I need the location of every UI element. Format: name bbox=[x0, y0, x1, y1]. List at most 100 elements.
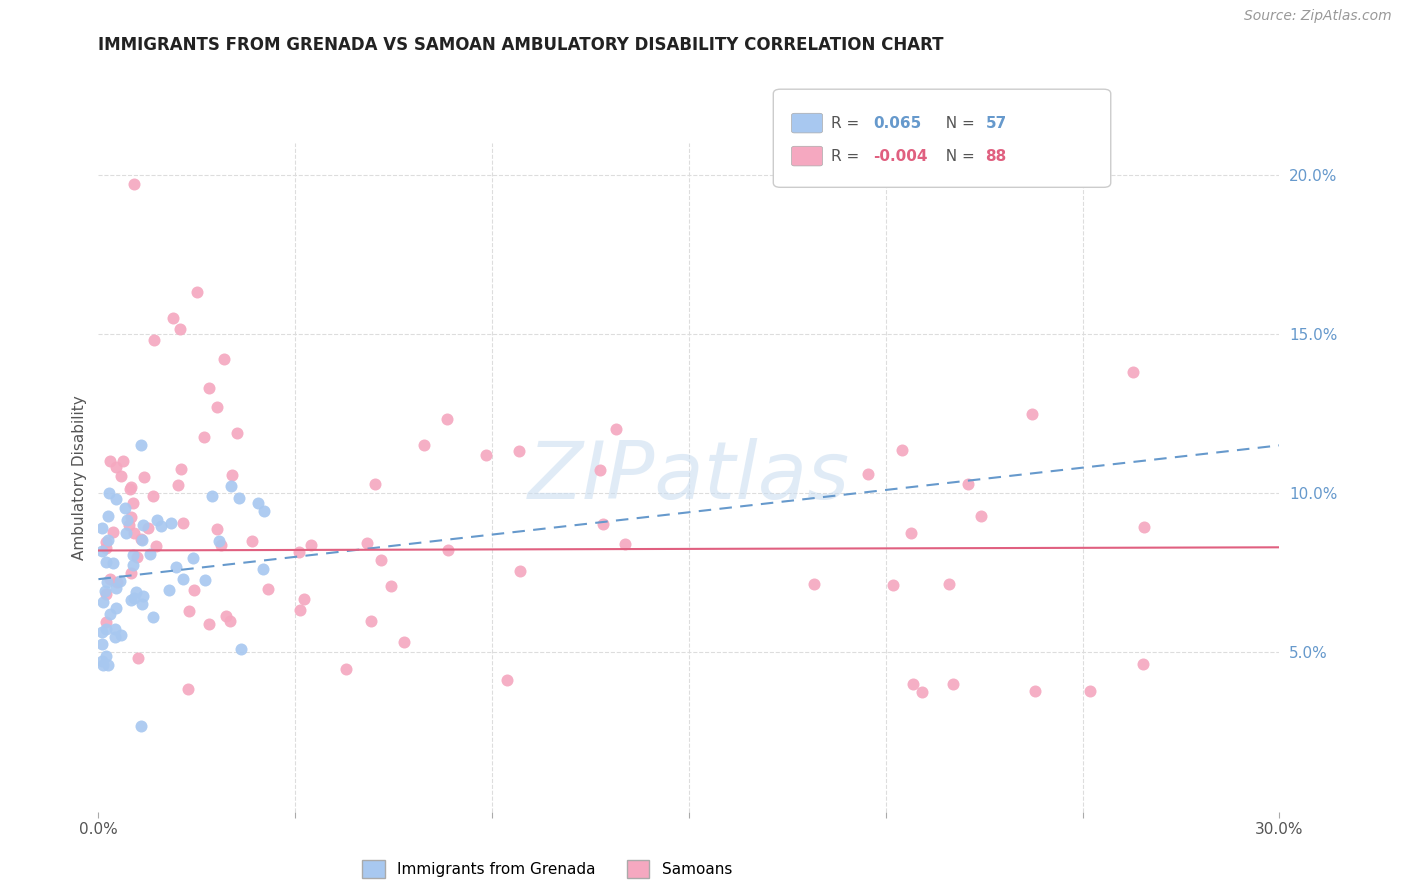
Point bbox=[118, 518, 141, 533]
Point bbox=[96, 623, 118, 637]
Point bbox=[149, 519, 172, 533]
Point bbox=[110, 469, 132, 483]
Text: N =: N = bbox=[936, 116, 980, 130]
Point bbox=[104, 460, 127, 475]
Point bbox=[127, 651, 149, 665]
Point bbox=[219, 615, 242, 629]
Point bbox=[125, 549, 148, 564]
Point bbox=[226, 426, 249, 441]
Point bbox=[101, 556, 124, 570]
Point bbox=[169, 322, 191, 336]
Point bbox=[177, 604, 200, 618]
Point bbox=[803, 576, 825, 591]
Point bbox=[105, 574, 128, 589]
Point bbox=[360, 614, 382, 628]
Text: 0.065: 0.065 bbox=[873, 116, 921, 130]
Point bbox=[96, 649, 118, 664]
Point bbox=[142, 489, 165, 503]
Point bbox=[93, 584, 115, 599]
Point bbox=[145, 539, 167, 553]
Point bbox=[197, 381, 219, 395]
Point bbox=[91, 521, 114, 535]
Text: -0.004: -0.004 bbox=[873, 149, 928, 163]
Point bbox=[1021, 407, 1043, 421]
Text: R =: R = bbox=[831, 149, 865, 163]
Point bbox=[957, 477, 980, 491]
Point bbox=[605, 422, 627, 436]
Point bbox=[1132, 657, 1154, 671]
Point bbox=[131, 719, 153, 733]
Point bbox=[170, 462, 193, 476]
Point bbox=[288, 545, 311, 559]
Point bbox=[121, 496, 143, 510]
Point bbox=[162, 310, 184, 325]
Point bbox=[91, 595, 114, 609]
Point bbox=[508, 444, 530, 458]
Point bbox=[193, 430, 215, 444]
Point bbox=[132, 469, 155, 483]
Y-axis label: Ambulatory Disability: Ambulatory Disability bbox=[72, 395, 87, 559]
Point bbox=[104, 581, 127, 595]
Point bbox=[194, 573, 217, 587]
Point bbox=[114, 526, 136, 541]
Point bbox=[111, 454, 134, 468]
Point bbox=[214, 352, 236, 367]
Point bbox=[108, 574, 131, 589]
Point bbox=[1133, 520, 1156, 534]
Point bbox=[228, 491, 250, 506]
Point bbox=[138, 547, 160, 561]
Point bbox=[436, 411, 458, 425]
Point bbox=[370, 553, 392, 567]
Point bbox=[101, 524, 124, 539]
Point bbox=[122, 177, 145, 191]
Point bbox=[1122, 365, 1144, 379]
Point bbox=[890, 442, 912, 457]
Point bbox=[120, 483, 142, 497]
Point bbox=[166, 477, 188, 491]
Point bbox=[221, 468, 243, 483]
Point bbox=[475, 448, 498, 462]
Point bbox=[205, 400, 228, 414]
Point bbox=[105, 491, 128, 506]
Point bbox=[614, 537, 637, 551]
Point bbox=[96, 535, 118, 549]
Point bbox=[592, 516, 614, 531]
Point bbox=[157, 583, 180, 598]
Point bbox=[1080, 683, 1102, 698]
Point bbox=[97, 508, 120, 523]
Point bbox=[209, 539, 232, 553]
Point bbox=[938, 577, 960, 591]
Point bbox=[166, 559, 188, 574]
Point bbox=[183, 582, 205, 597]
Point bbox=[97, 533, 120, 548]
Text: ZIPatlas: ZIPatlas bbox=[527, 438, 851, 516]
Point bbox=[96, 541, 118, 556]
Point bbox=[91, 637, 114, 651]
Point bbox=[186, 285, 208, 300]
Point bbox=[125, 585, 148, 599]
Point bbox=[121, 549, 143, 563]
Point bbox=[205, 522, 228, 536]
Text: R =: R = bbox=[831, 116, 865, 130]
Point bbox=[588, 463, 610, 477]
Point bbox=[380, 578, 402, 592]
Point bbox=[131, 597, 153, 611]
Point bbox=[246, 496, 269, 510]
Point bbox=[98, 572, 121, 586]
Point bbox=[136, 521, 159, 535]
Point bbox=[120, 592, 142, 607]
Point bbox=[145, 513, 167, 527]
Point bbox=[288, 603, 311, 617]
Point bbox=[970, 508, 993, 523]
Point bbox=[104, 622, 127, 636]
Point bbox=[91, 625, 114, 640]
Point bbox=[253, 504, 276, 518]
Point bbox=[256, 582, 278, 596]
Point bbox=[172, 516, 194, 530]
Point bbox=[91, 658, 114, 673]
Point bbox=[96, 575, 118, 590]
Point bbox=[96, 586, 118, 600]
Point bbox=[252, 562, 274, 576]
Point bbox=[94, 555, 117, 569]
Point bbox=[104, 601, 127, 615]
